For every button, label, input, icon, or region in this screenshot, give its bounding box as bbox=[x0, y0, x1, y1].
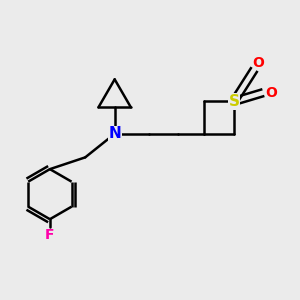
Text: O: O bbox=[266, 85, 278, 100]
Text: F: F bbox=[45, 228, 55, 242]
Text: S: S bbox=[228, 94, 239, 109]
Text: O: O bbox=[252, 56, 264, 70]
Text: N: N bbox=[108, 126, 121, 141]
